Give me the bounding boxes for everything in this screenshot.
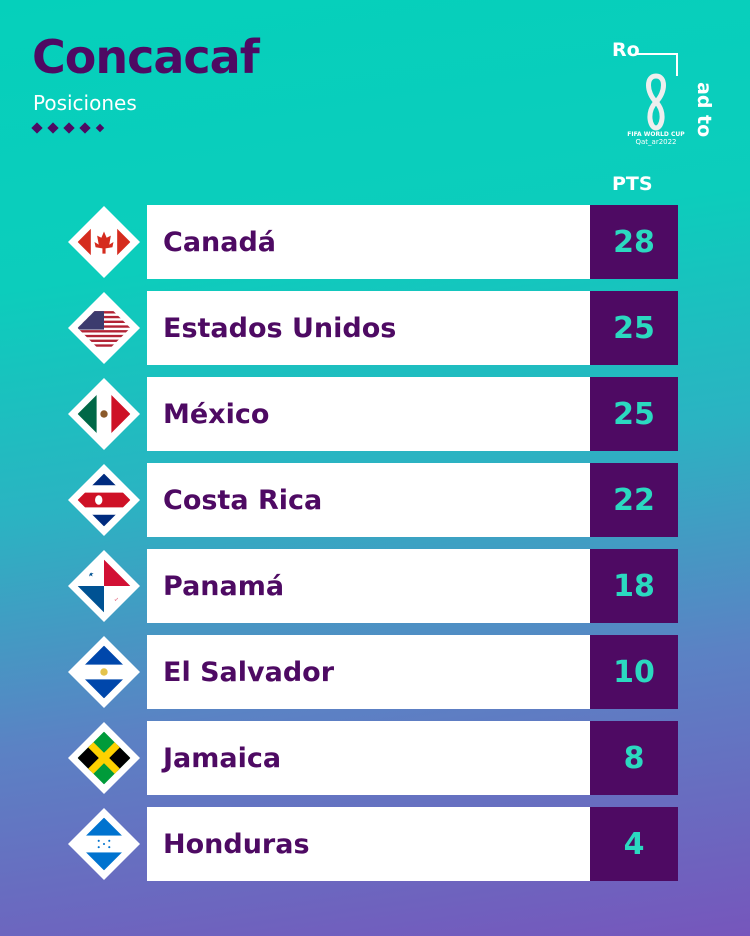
svg-text:FIFA WORLD CUP: FIFA WORLD CUP [627,131,685,138]
team-bar: Jamaica [147,721,590,795]
svg-text:Ro: Ro [612,39,640,61]
decorative-dots [31,122,105,134]
team-name: Canadá [163,226,277,258]
team-points: 28 [590,205,678,279]
team-name: México [163,398,270,430]
team-bar: Estados Unidos [147,291,590,365]
team-bar: Panamá [147,549,590,623]
team-bar: México [147,377,590,451]
standings-row: Estados Unidos 25 [0,291,750,365]
team-name: Costa Rica [163,484,323,516]
team-points: 8 [590,721,678,795]
standings-row: ★★ Panamá 18 [0,549,750,623]
team-points: 22 [590,463,678,537]
standings-row: Costa Rica 22 [0,463,750,537]
svg-text:ad to: ad to [693,82,715,137]
el-salvador-flag-icon [68,636,140,708]
team-bar: El Salvador [147,635,590,709]
team-points: 10 [590,635,678,709]
team-name: Panamá [163,570,285,602]
page-title: Concacaf [32,30,260,84]
svg-text:Qat_ar2022: Qat_ar2022 [635,138,676,146]
page-subtitle: Posiciones [33,91,137,115]
team-points: 4 [590,807,678,881]
team-name: Jamaica [163,742,282,774]
usa-flag-icon [68,292,140,364]
standings-row: México 25 [0,377,750,451]
jamaica-flag-icon [68,722,140,794]
team-name: El Salvador [163,656,335,688]
panama-flag-icon: ★★ [68,550,140,622]
team-name: Honduras [163,828,310,860]
team-bar: Honduras [147,807,590,881]
points-column-header: PTS [612,173,653,195]
team-points: 18 [590,549,678,623]
standings-row: El Salvador 10 [0,635,750,709]
team-points: 25 [590,377,678,451]
team-points: 25 [590,291,678,365]
costa-rica-flag-icon [68,464,140,536]
mexico-flag-icon [68,378,140,450]
standings-row: Jamaica 8 [0,721,750,795]
road-to-qatar-logo: Ro ad to FIFA WORLD CUP Qat_ar2022 [612,39,715,146]
canada-flag-icon [68,206,140,278]
svg-text:★: ★ [88,570,95,579]
standings-row: Canadá 28 [0,205,750,279]
team-bar: Canadá [147,205,590,279]
standings-row: Honduras 4 [0,807,750,881]
team-name: Estados Unidos [163,312,397,344]
honduras-flag-icon [68,808,140,880]
team-bar: Costa Rica [147,463,590,537]
